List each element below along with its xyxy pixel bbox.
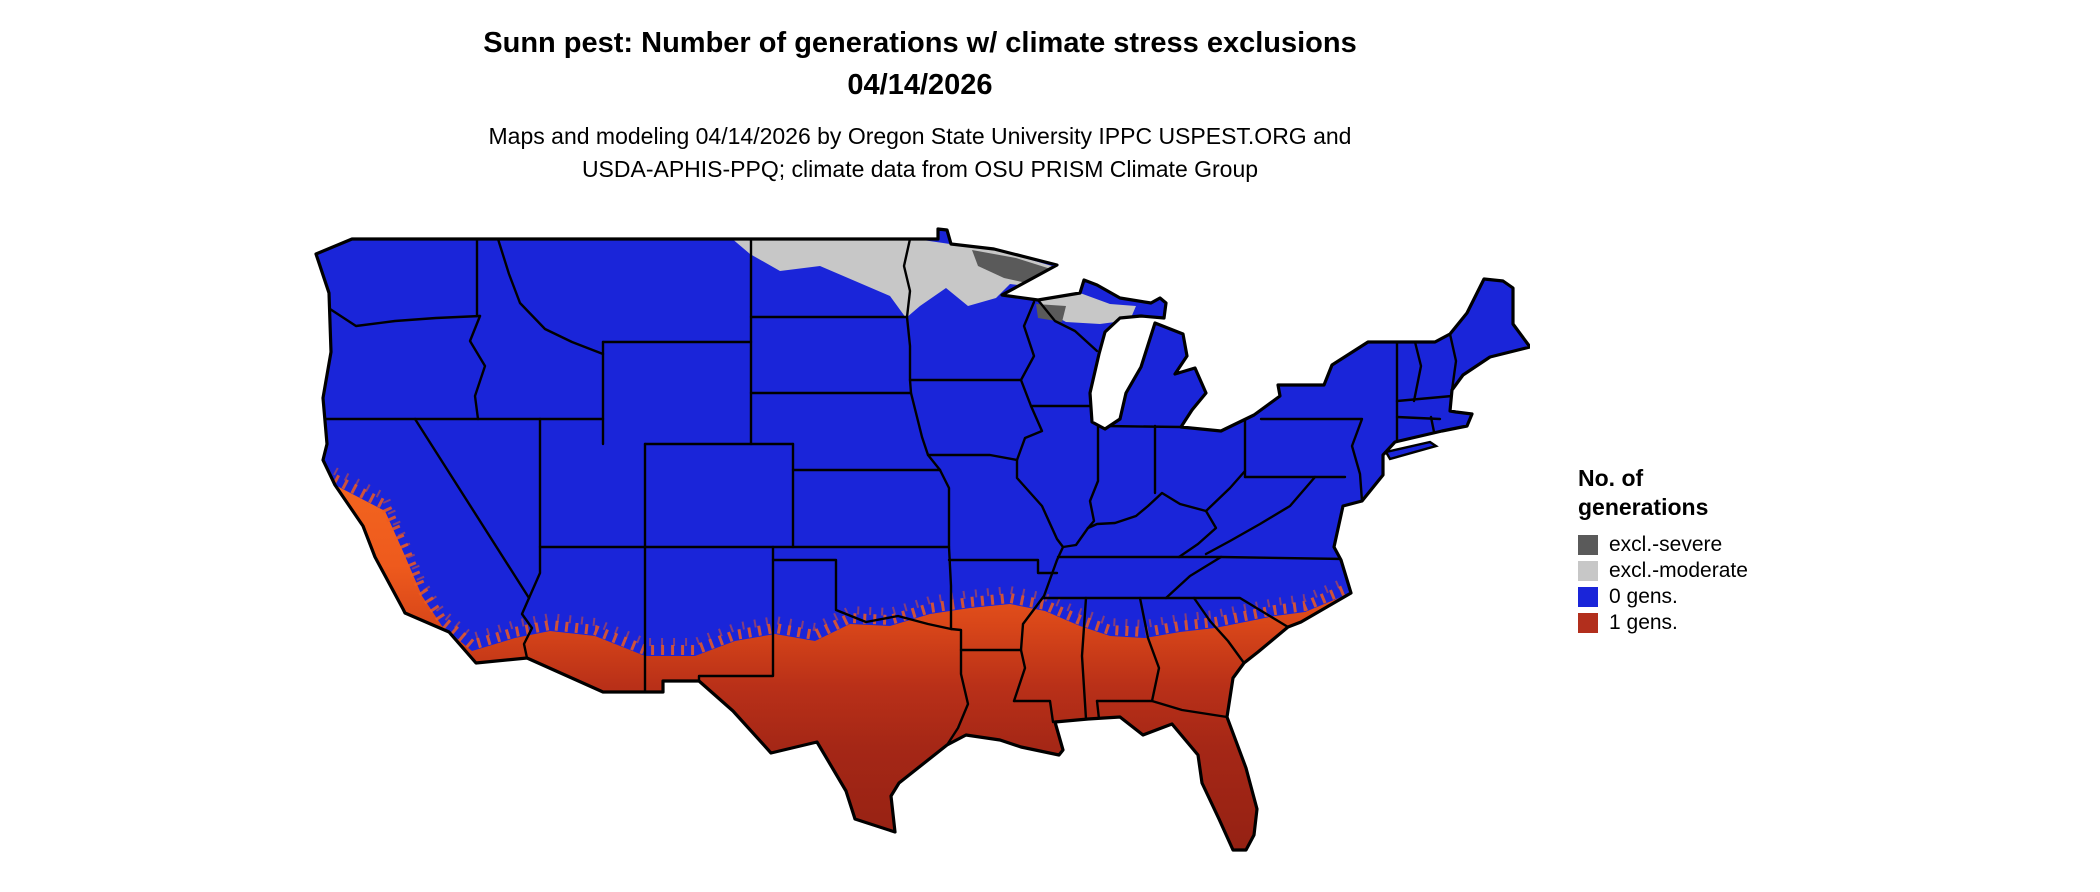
us-map-svg <box>314 227 1530 852</box>
legend-label-excl-moderate: excl.-moderate <box>1609 559 1748 582</box>
legend-label-zero-gens: 0 gens. <box>1609 585 1678 608</box>
legend-label-excl-severe: excl.-severe <box>1609 533 1723 556</box>
legend-label-one-gen: 1 gens. <box>1609 611 1678 634</box>
long-island <box>1384 440 1439 461</box>
legend: No. of generations excl.-severe excl.-mo… <box>1578 464 1748 636</box>
legend-swatch-excl-moderate <box>1578 561 1598 581</box>
legend-item-excl-severe: excl.-severe <box>1578 532 1748 558</box>
legend-title: No. of generations <box>1578 465 1709 520</box>
title-line-1: Sunn pest: Number of generations w/ clim… <box>483 27 1357 59</box>
subtitle-line-2: USDA-APHIS-PPQ; climate data from OSU PR… <box>581 156 1259 182</box>
transition-fringe-inner <box>332 474 1353 655</box>
legend-swatch-one-gen <box>1578 613 1598 633</box>
legend-item-excl-moderate: excl.-moderate <box>1578 558 1748 584</box>
us-map <box>310 226 1530 886</box>
state-borders <box>321 237 1458 747</box>
figure-subtitle: Maps and modeling 04/14/2026 by Oregon S… <box>0 120 1840 186</box>
legend-item-zero-gens: 0 gens. <box>1578 584 1748 610</box>
figure-title: Sunn pest: Number of generations w/ clim… <box>0 22 1840 106</box>
legend-item-one-gen: 1 gens. <box>1578 610 1748 636</box>
legend-swatch-excl-severe <box>1578 535 1598 555</box>
legend-swatch-zero-gens <box>1578 587 1598 607</box>
subtitle-line-1: Maps and modeling 04/14/2026 by Oregon S… <box>488 123 1352 149</box>
title-line-2: 04/14/2026 <box>847 69 993 101</box>
